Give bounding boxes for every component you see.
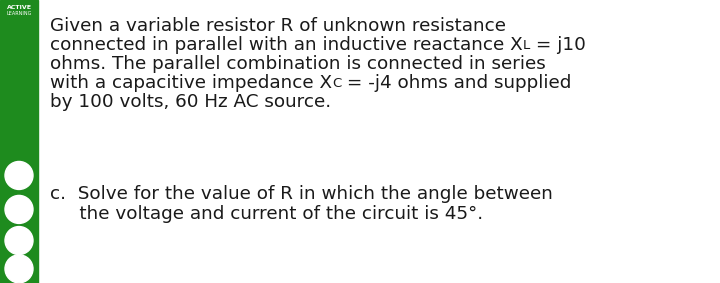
Circle shape: [5, 227, 33, 254]
Text: C: C: [332, 77, 341, 90]
Text: = -j4 ohms and supplied: = -j4 ohms and supplied: [341, 74, 572, 92]
Text: Given a variable resistor R of unknown resistance: Given a variable resistor R of unknown r…: [50, 17, 506, 35]
Text: ACTIVE: ACTIVE: [6, 5, 32, 10]
Text: with a capacitive impedance X: with a capacitive impedance X: [50, 74, 332, 92]
Text: by 100 volts, 60 Hz AC source.: by 100 volts, 60 Hz AC source.: [50, 93, 331, 111]
Circle shape: [5, 162, 33, 189]
Bar: [0, 0, 38, 283]
Circle shape: [5, 255, 33, 283]
Text: C: C: [332, 77, 341, 90]
Text: c.  Solve for the value of R in which the angle between: c. Solve for the value of R in which the…: [50, 185, 553, 203]
Text: L: L: [523, 39, 530, 52]
Text: L: L: [523, 39, 530, 52]
Circle shape: [5, 196, 33, 223]
Text: = j10: = j10: [530, 36, 586, 54]
Text: connected in parallel with an inductive reactance X: connected in parallel with an inductive …: [50, 36, 523, 54]
Text: LEARNING: LEARNING: [6, 11, 32, 16]
Text: ohms. The parallel combination is connected in series: ohms. The parallel combination is connec…: [50, 55, 546, 73]
Text: the voltage and current of the circuit is 45°.: the voltage and current of the circuit i…: [50, 205, 483, 223]
